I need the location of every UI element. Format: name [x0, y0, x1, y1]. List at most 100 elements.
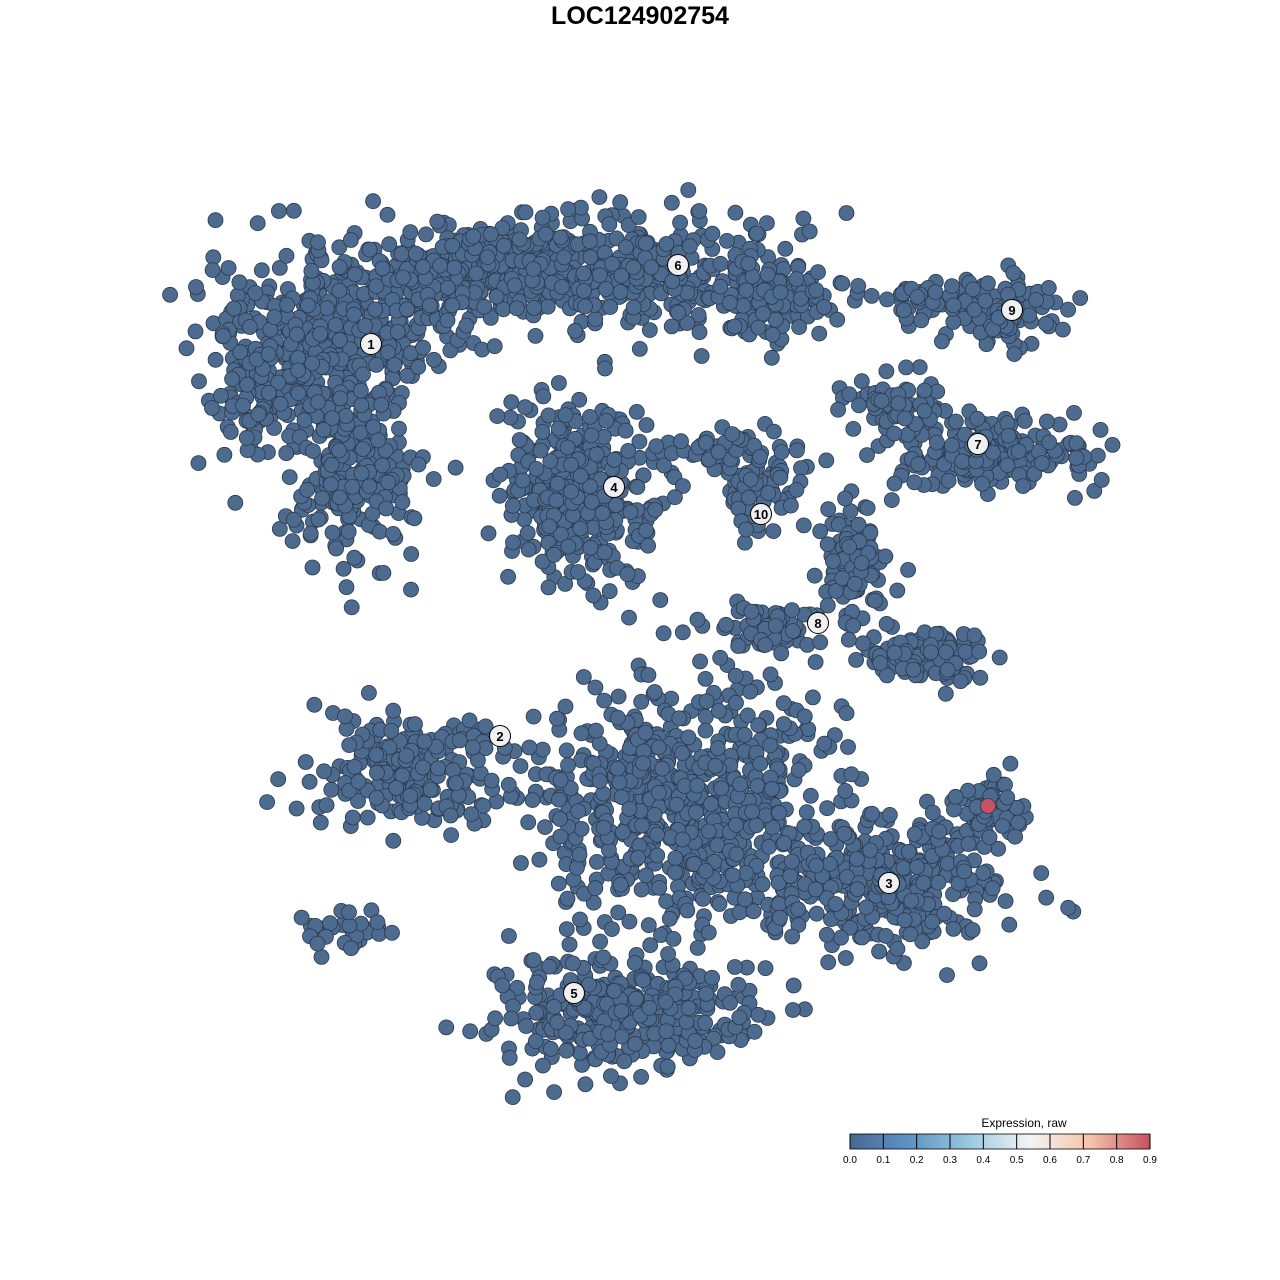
data-point	[305, 443, 321, 460]
data-point	[727, 959, 743, 975]
data-point	[247, 285, 264, 301]
data-point	[322, 476, 339, 493]
data-point	[224, 371, 241, 388]
data-point	[558, 742, 575, 759]
data-point	[721, 294, 738, 311]
data-point	[704, 225, 721, 242]
data-point	[278, 247, 295, 264]
data-point	[444, 297, 461, 314]
data-point	[310, 511, 327, 528]
data-point	[1010, 814, 1027, 831]
data-point	[927, 284, 944, 301]
data-point	[482, 226, 499, 243]
data-point	[1072, 290, 1089, 306]
data-point	[819, 536, 836, 553]
data-point	[1104, 436, 1121, 453]
data-point	[881, 807, 898, 823]
data-point	[796, 708, 813, 725]
data-point	[796, 818, 813, 835]
data-point	[997, 893, 1014, 909]
data-point	[560, 201, 576, 218]
data-point	[740, 489, 757, 506]
data-point	[1038, 315, 1054, 332]
data-point	[724, 426, 741, 443]
data-point	[368, 278, 385, 295]
data-point	[658, 236, 675, 252]
data-point	[373, 396, 390, 413]
data-point	[863, 287, 880, 304]
data-point	[374, 260, 391, 277]
data-point	[266, 309, 283, 326]
data-point	[945, 297, 962, 314]
data-point	[385, 526, 402, 542]
data-point	[909, 288, 926, 305]
data-point	[368, 790, 385, 806]
data-point	[840, 631, 857, 648]
data-point	[537, 226, 554, 243]
data-point	[557, 407, 574, 424]
data-point	[365, 419, 382, 436]
data-point	[915, 875, 932, 891]
data-point	[1089, 447, 1106, 464]
data-point	[1015, 478, 1031, 495]
data-point	[759, 215, 775, 232]
data-point	[673, 433, 689, 450]
data-point	[361, 241, 378, 258]
data-point	[355, 366, 371, 383]
data-point	[773, 444, 790, 461]
data-point	[616, 1053, 633, 1070]
data-point	[592, 933, 608, 950]
data-point	[591, 189, 608, 206]
data-point	[883, 492, 900, 509]
data-point	[1066, 404, 1082, 421]
data-point	[642, 937, 659, 954]
data-point	[637, 724, 654, 741]
data-point	[784, 853, 800, 870]
data-point	[674, 745, 691, 761]
data-point	[727, 204, 744, 221]
data-point	[1093, 471, 1110, 488]
data-point	[713, 780, 730, 797]
data-point	[346, 266, 363, 283]
data-point	[535, 388, 552, 405]
data-point	[301, 773, 318, 790]
data-point	[341, 917, 358, 934]
data-point	[447, 775, 464, 791]
data-point	[752, 448, 768, 465]
data-point	[489, 408, 506, 425]
data-point	[375, 565, 392, 581]
data-point	[816, 299, 832, 315]
data-point	[378, 500, 395, 517]
data-point	[331, 442, 347, 459]
data-point	[719, 232, 735, 249]
data-point	[960, 836, 977, 852]
data-point	[945, 921, 962, 937]
data-point	[698, 434, 714, 451]
data-point	[971, 643, 988, 660]
data-point	[840, 739, 856, 755]
data-point	[911, 359, 928, 376]
legend-tick-label: 0.2	[910, 1155, 924, 1166]
data-point	[502, 409, 519, 426]
data-point	[806, 567, 823, 584]
data-point	[323, 457, 340, 473]
data-point	[572, 911, 588, 928]
data-point	[748, 225, 765, 242]
data-point	[577, 298, 593, 315]
data-point	[872, 655, 889, 671]
data-point	[906, 474, 923, 491]
data-point	[293, 909, 310, 926]
legend-tick-label: 0.1	[876, 1155, 890, 1166]
data-point	[500, 928, 517, 944]
data-point	[692, 653, 708, 670]
data-point	[432, 257, 448, 274]
data-point	[178, 340, 195, 357]
data-point	[697, 722, 714, 739]
data-point	[631, 340, 648, 357]
data-point	[999, 789, 1016, 806]
data-point	[819, 800, 835, 817]
data-point	[342, 341, 359, 358]
data-point	[871, 943, 887, 960]
data-point	[697, 1015, 713, 1031]
